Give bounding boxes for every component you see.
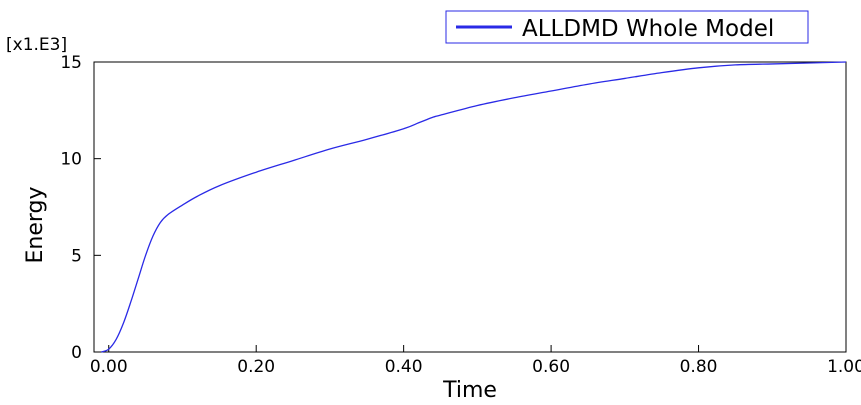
x-tick-label: 1.00	[827, 357, 861, 377]
x-tick-label: 0.80	[680, 357, 718, 377]
x-tick-label: 0.20	[237, 357, 275, 377]
series-line-alldmd	[101, 61, 847, 353]
plot-area	[93, 61, 847, 353]
y-axis-title: Energy	[23, 186, 48, 263]
legend-label: ALLDMD Whole Model	[522, 16, 774, 42]
y-tick-label: 10	[60, 150, 82, 170]
y-tick-label: 0	[71, 343, 82, 363]
x-tick-label: 0.00	[90, 357, 128, 377]
x-axis: 0.00 0.20 0.40 0.60 0.80 1.00	[90, 345, 861, 377]
y-scale-label: [x1.E3]	[6, 35, 67, 55]
x-axis-title: Time	[442, 378, 497, 403]
y-axis: 0 5 10 15	[60, 53, 101, 363]
x-tick-label: 0.60	[532, 357, 570, 377]
y-tick-label: 5	[71, 246, 82, 266]
x-tick-label: 0.40	[385, 357, 423, 377]
legend-box	[445, 10, 809, 44]
y-tick-label: 15	[60, 53, 82, 73]
legend: ALLDMD Whole Model	[445, 10, 809, 44]
